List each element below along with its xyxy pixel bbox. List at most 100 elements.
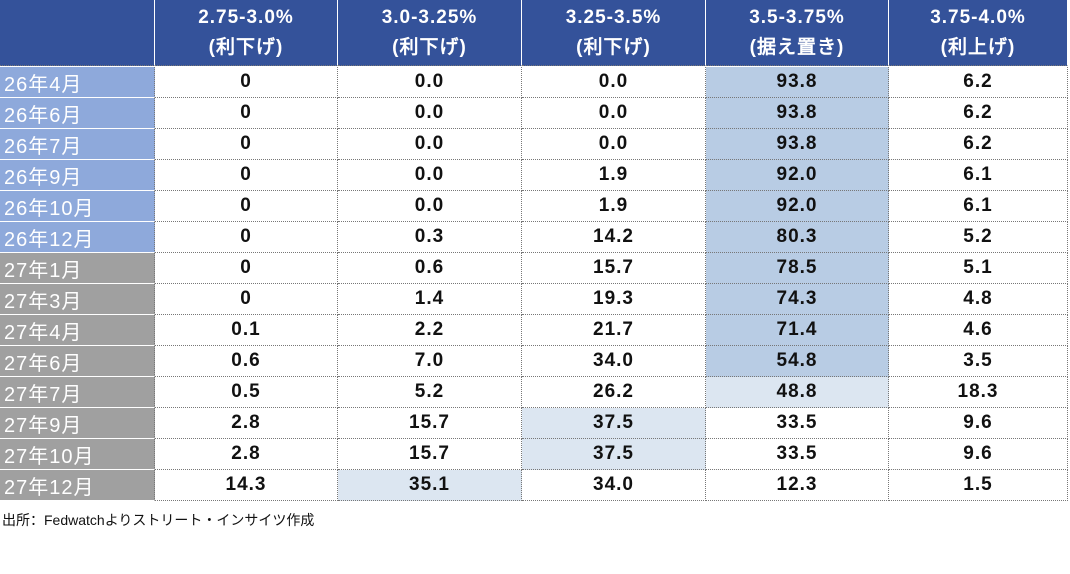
cell: 0.0: [338, 160, 522, 191]
cell-value: 18.3: [957, 381, 999, 402]
column-note: (利下げ): [576, 36, 651, 58]
cell-value: 74.3: [776, 288, 818, 309]
column-range: 3.5-3.75%: [749, 6, 845, 28]
cell: 33.5: [706, 408, 889, 439]
cell-value: 1.9: [598, 195, 629, 216]
cell-value: 19.3: [593, 288, 634, 309]
cell-value: 33.5: [776, 412, 818, 433]
cell: 0: [155, 284, 338, 315]
column-header: 3.25-3.5% (利下げ): [522, 0, 706, 66]
row-label-text: 26年7月: [4, 135, 83, 158]
cell: 19.3: [522, 284, 706, 315]
cell: 1.4: [338, 284, 522, 315]
cell: 0.6: [338, 253, 522, 284]
cell-value: 0.1: [231, 319, 261, 340]
cell: 0.3: [338, 222, 522, 253]
cell-value: 48.8: [776, 381, 818, 402]
cell-value: 0: [240, 257, 252, 278]
cell-value: 0.5: [231, 381, 261, 402]
cell: 6.1: [889, 160, 1068, 191]
cell: 15.7: [338, 408, 522, 439]
cell: 6.2: [889, 129, 1068, 160]
cell-value: 0.0: [414, 133, 445, 154]
cell-value: 14.2: [593, 226, 634, 247]
cell-value: 12.3: [776, 474, 818, 495]
cell: 92.0: [706, 160, 889, 191]
cell-value: 6.2: [963, 102, 993, 123]
cell-value: 0: [240, 288, 252, 309]
cell-value: 0.0: [414, 164, 445, 185]
row-label: 27年3月: [0, 284, 155, 315]
row-label: 27年10月: [0, 439, 155, 470]
cell-value: 9.6: [963, 443, 993, 464]
cell: 5.2: [889, 222, 1068, 253]
cell: 0: [155, 98, 338, 129]
cell: 0.6: [155, 346, 338, 377]
cell: 1.5: [889, 470, 1068, 501]
source-note: 出所：Fedwatchよりストリート・インサイツ作成: [2, 512, 315, 528]
cell: 0.0: [522, 129, 706, 160]
cell-value: 1.5: [963, 474, 993, 495]
cell-value: 2.8: [231, 443, 261, 464]
row-label-text: 26年9月: [4, 166, 83, 189]
cell: 93.8: [706, 129, 889, 160]
cell: 26.2: [522, 377, 706, 408]
cell: 48.8: [706, 377, 889, 408]
cell: 0.0: [522, 98, 706, 129]
cell: 9.6: [889, 439, 1068, 470]
cell: 0.0: [338, 129, 522, 160]
cell-value: 35.1: [409, 474, 450, 495]
cell-value: 92.0: [776, 195, 818, 216]
cell: 4.6: [889, 315, 1068, 346]
cell: 74.3: [706, 284, 889, 315]
cell-value: 93.8: [776, 133, 818, 154]
row-label-text: 27年7月: [4, 383, 83, 406]
cell: 2.8: [155, 439, 338, 470]
cell: 6.2: [889, 98, 1068, 129]
cell: 0: [155, 160, 338, 191]
cell-value: 80.3: [776, 226, 818, 247]
cell-value: 78.5: [776, 257, 818, 278]
cell-value: 6.1: [963, 164, 993, 185]
cell-value: 0.3: [414, 226, 445, 247]
cell: 0: [155, 129, 338, 160]
cell: 92.0: [706, 191, 889, 222]
cell: 0: [155, 191, 338, 222]
cell: 4.8: [889, 284, 1068, 315]
cell: 7.0: [338, 346, 522, 377]
row-label: 26年12月: [0, 222, 155, 253]
cell: 1.9: [522, 160, 706, 191]
cell-value: 7.0: [414, 350, 445, 371]
cell: 2.8: [155, 408, 338, 439]
cell-value: 93.8: [776, 71, 818, 92]
cell-value: 4.6: [963, 319, 993, 340]
row-label-text: 26年4月: [4, 73, 83, 96]
cell-value: 71.4: [776, 319, 818, 340]
row-label: 27年4月: [0, 315, 155, 346]
cell-value: 0: [240, 133, 252, 154]
cell-value: 1.4: [414, 288, 445, 309]
cell: 0.5: [155, 377, 338, 408]
cell: 33.5: [706, 439, 889, 470]
cell: 80.3: [706, 222, 889, 253]
row-label: 27年12月: [0, 470, 155, 501]
cell-value: 6.1: [963, 195, 993, 216]
cell-value: 5.2: [414, 381, 445, 402]
cell: 37.5: [522, 439, 706, 470]
cell: 3.5: [889, 346, 1068, 377]
cell: 93.8: [706, 67, 889, 98]
cell-value: 0: [240, 226, 252, 247]
cell: 1.9: [522, 191, 706, 222]
row-label-text: 27年4月: [4, 321, 83, 344]
cell: 0.1: [155, 315, 338, 346]
cell: 21.7: [522, 315, 706, 346]
row-label: 26年10月: [0, 191, 155, 222]
cell-value: 1.9: [598, 164, 629, 185]
cell-value: 0.0: [414, 195, 445, 216]
cell-value: 9.6: [963, 412, 993, 433]
cell-value: 34.0: [593, 474, 634, 495]
cell: 9.6: [889, 408, 1068, 439]
cell-value: 0.0: [414, 102, 445, 123]
cell-value: 3.5: [963, 350, 993, 371]
